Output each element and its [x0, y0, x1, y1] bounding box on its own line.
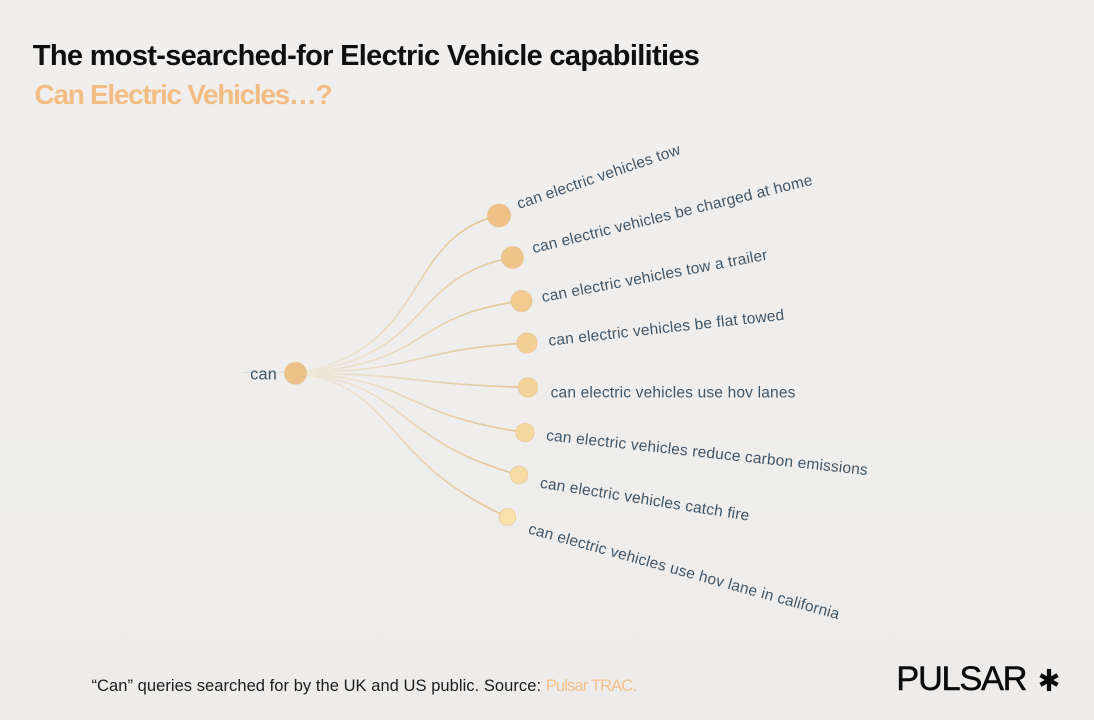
svg-text:can electric vehicles use hov: can electric vehicles use hov lanes [551, 385, 796, 402]
svg-text:can electric vehicles use hov: can electric vehicles use hov lane in ca… [526, 521, 841, 624]
svg-text:can electric vehicles be flat: can electric vehicles be flat towed [548, 307, 786, 350]
svg-text:can electric vehicles tow: can electric vehicles tow [515, 141, 684, 213]
svg-text:can: can [250, 366, 277, 384]
svg-text:can electric vehicles reduce c: can electric vehicles reduce carbon emis… [545, 427, 868, 479]
svg-text:can electric vehicles tow a tr: can electric vehicles tow a trailer [540, 247, 769, 306]
svg-text:can electric vehicles catch fi: can electric vehicles catch fire [539, 475, 751, 525]
